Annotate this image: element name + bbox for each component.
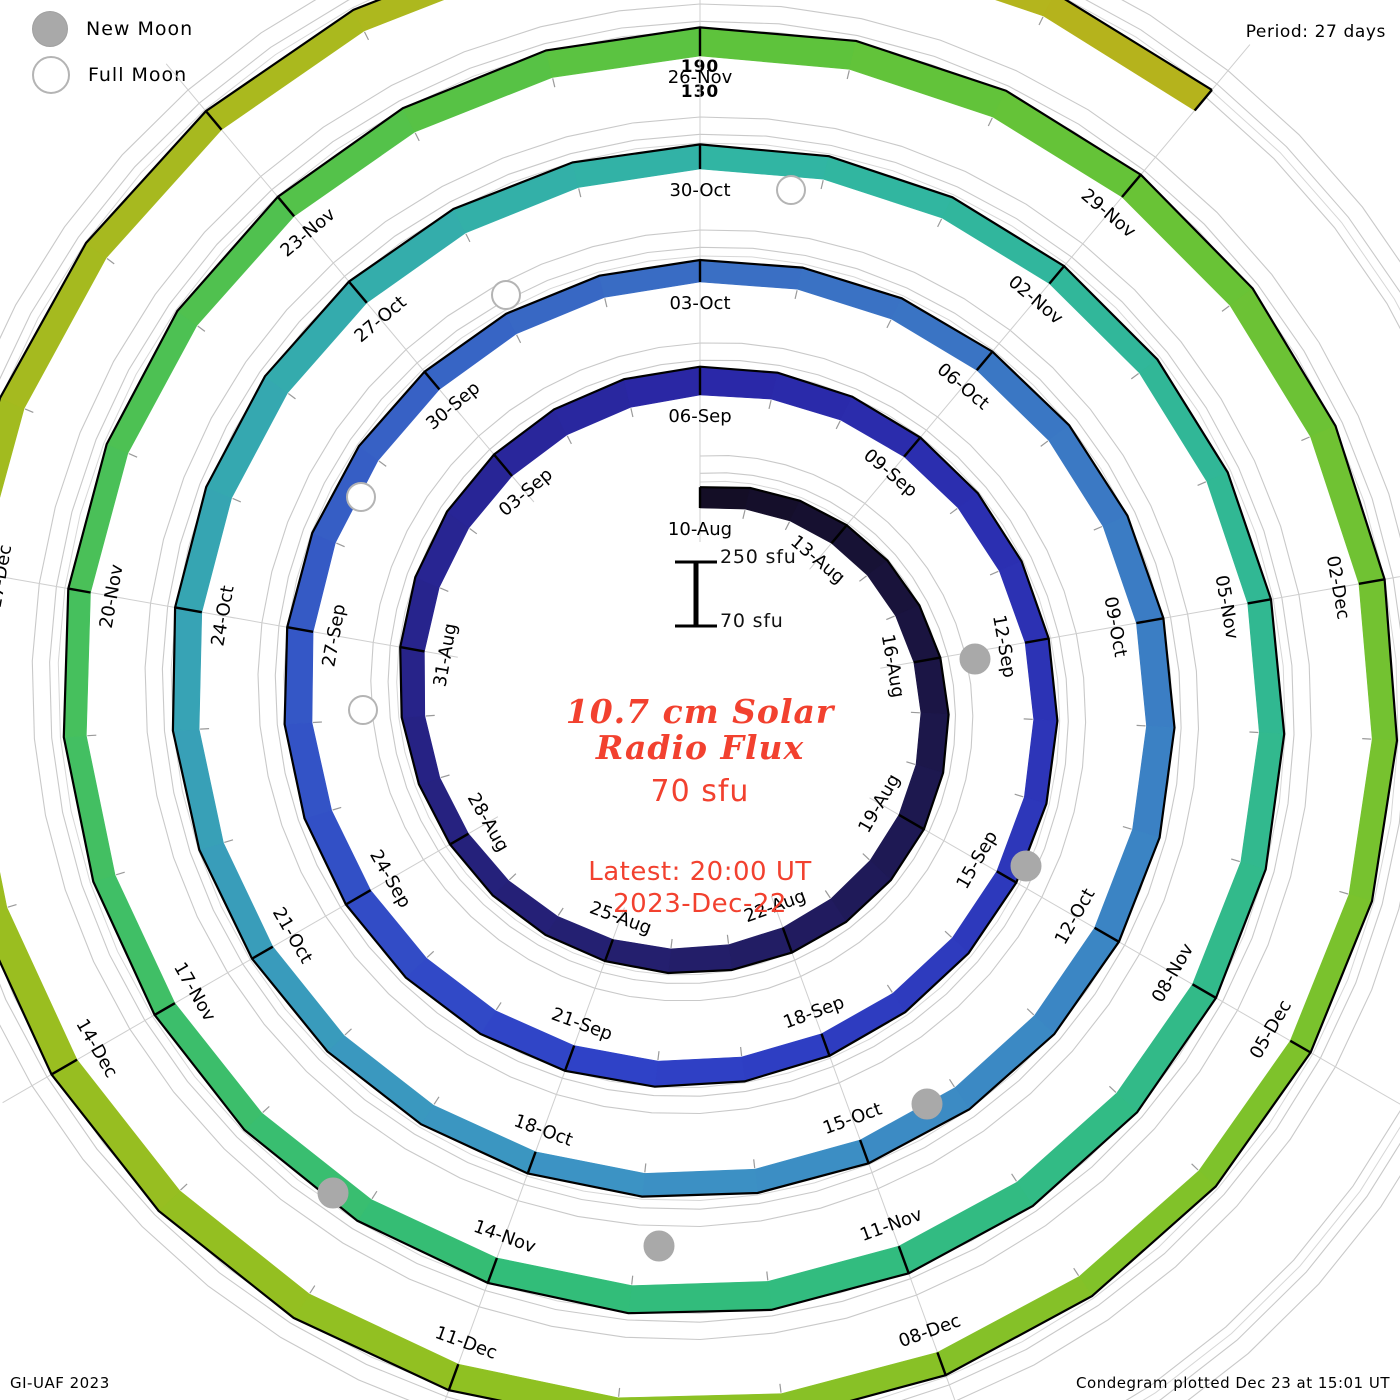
date-label: 17-Dec [0, 543, 16, 610]
legend-item-new-moon: New Moon [20, 6, 193, 52]
new-moon-marker [317, 1177, 349, 1209]
full-moon-label: Full Moon [88, 64, 188, 86]
date-label: 03-Oct [669, 293, 730, 314]
new-moon-marker [643, 1230, 675, 1262]
moon-legend: New Moon Full Moon [20, 6, 193, 98]
date-label: 02-Dec [1322, 554, 1354, 621]
new-moon-marker [1010, 850, 1042, 882]
legend-item-full-moon: Full Moon [20, 52, 193, 98]
new-moon-marker [959, 643, 991, 675]
new-moon-marker [911, 1088, 943, 1120]
date-label: 05-Nov [1211, 574, 1243, 642]
period-label: Period: 27 days [1245, 22, 1386, 42]
new-moon-label: New Moon [86, 18, 194, 40]
new-moon-icon [32, 11, 68, 47]
date-label: 27-Sep [318, 603, 350, 669]
date-label: 06-Sep [668, 406, 731, 427]
full-moon-icon [32, 56, 70, 94]
date-label: 20-Nov [96, 562, 128, 630]
full-moon-marker [346, 482, 376, 512]
date-label: 24-Oct [207, 584, 238, 648]
full-moon-marker [776, 175, 806, 205]
full-moon-marker [491, 280, 521, 310]
credit-label: GI-UAF 2023 [10, 1374, 110, 1392]
date-label: 26-Nov [668, 67, 733, 88]
date-label: 30-Oct [669, 180, 730, 201]
date-label: 10-Aug [668, 519, 732, 540]
moon-markers [317, 175, 1042, 1262]
plot-stamp: Condegram plotted Dec 23 at 15:01 UT [1076, 1374, 1390, 1392]
date-label: 12-Sep [988, 613, 1020, 679]
date-label: 31-Aug [430, 622, 462, 689]
full-moon-marker [348, 695, 378, 725]
date-label: 16-Aug [877, 633, 909, 700]
date-label: 09-Oct [1100, 595, 1131, 659]
